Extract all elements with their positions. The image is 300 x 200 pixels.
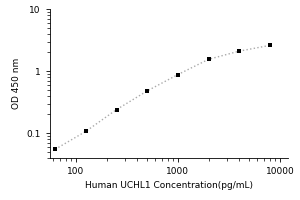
Y-axis label: OD 450 nm: OD 450 nm xyxy=(12,58,21,109)
Point xyxy=(145,89,150,92)
X-axis label: Human UCHL1 Concentration(pg/mL): Human UCHL1 Concentration(pg/mL) xyxy=(85,181,253,190)
Point xyxy=(53,148,58,151)
Point xyxy=(176,73,180,76)
Point xyxy=(83,130,88,133)
Point xyxy=(206,58,211,61)
Point xyxy=(237,50,242,53)
Point xyxy=(114,108,119,111)
Point xyxy=(268,44,272,47)
